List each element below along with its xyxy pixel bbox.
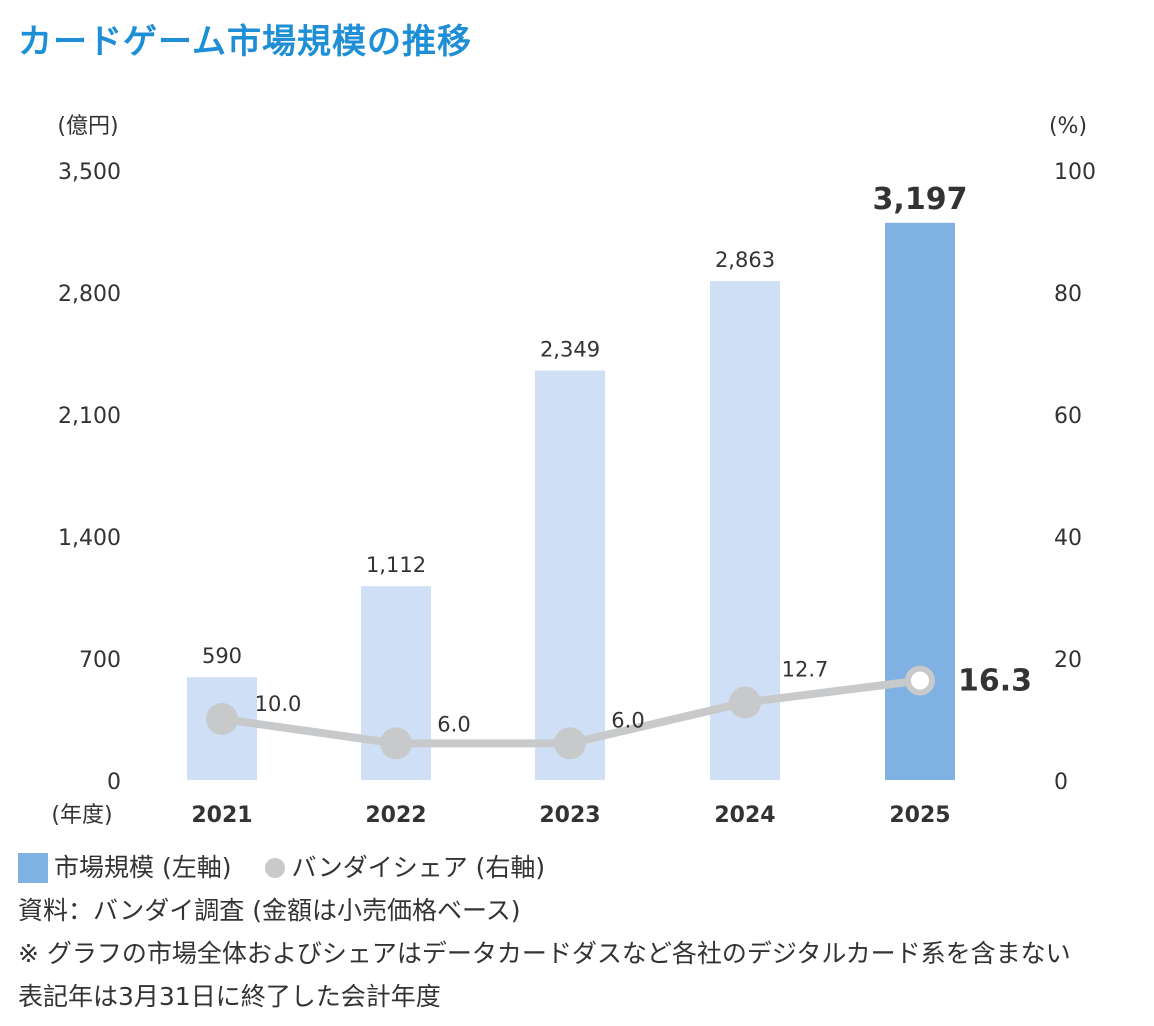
- line-value-label: 10.0: [255, 692, 302, 716]
- x-tick-label: 2021: [191, 803, 252, 828]
- bar-value-label: 1,112: [366, 553, 426, 577]
- bar-value-label: 590: [202, 644, 242, 668]
- bar-value-label: 2,349: [540, 338, 600, 362]
- bar-value-label: 3,197: [873, 182, 968, 217]
- legend: 市場規模 (左軸) バンダイシェア (右軸): [18, 846, 1071, 889]
- line-value-label: 6.0: [437, 712, 470, 736]
- line-value-label: 16.3: [958, 664, 1032, 699]
- line-point: [905, 665, 935, 696]
- line-point: [554, 727, 586, 760]
- left-tick-label: 700: [79, 648, 121, 673]
- bar-2023: [535, 370, 605, 780]
- right-tick-label: 60: [1054, 404, 1082, 429]
- right-tick-label: 80: [1054, 282, 1082, 307]
- left-tick-label: 2,800: [58, 282, 121, 307]
- x-tick-label: 2025: [889, 803, 950, 828]
- source-note: 資料：バンダイ調査 (金額は小売価格ベース): [18, 896, 521, 925]
- right-axis-unit: (%): [1049, 114, 1087, 139]
- line-layer: [206, 665, 935, 760]
- line-value-label: 12.7: [782, 658, 829, 682]
- legend-line-label: バンダイシェア (右軸): [291, 853, 546, 882]
- axes-layer: (億円) (%) (年度) 0 700 1,400 2,100 2,800 3,500 0 20 40…: [51, 114, 1096, 828]
- left-axis-unit: (億円): [57, 114, 118, 139]
- legend-bar-swatch: [18, 852, 48, 883]
- x-axis-unit: (年度): [51, 803, 112, 828]
- exclusion-note: ※ グラフの市場全体およびシェアはデータカードダスなど各社のデジタルカード系を含…: [18, 939, 1071, 968]
- bar-2025: [885, 222, 955, 780]
- x-tick-label: 2024: [714, 803, 775, 828]
- right-tick-label: 100: [1054, 160, 1096, 185]
- chart-title: カードゲーム市場規模の推移: [18, 22, 472, 62]
- left-tick-label: 3,500: [58, 160, 121, 185]
- left-tick-label: 0: [107, 770, 121, 795]
- right-tick-label: 0: [1054, 770, 1068, 795]
- x-tick-label: 2023: [539, 803, 600, 828]
- bar-value-label: 2,863: [715, 248, 775, 272]
- chart-footer: 市場規模 (左軸) バンダイシェア (右軸) 資料：バンダイ調査 (金額は小売価…: [18, 846, 1071, 1018]
- combo-chart: (億円) (%) (年度) 0 700 1,400 2,100 2,800 3,500 0 20 40…: [51, 114, 1096, 828]
- fiscal-year-note: 表記年は3月31日に終了した会計年度: [18, 982, 441, 1011]
- labels-layer: 590 2021 1,112 2022 2,349 2023 2,863 2024 3,197 2…: [191, 182, 1032, 828]
- left-tick-label: 1,400: [58, 526, 121, 551]
- line-point: [206, 703, 238, 735]
- bars-layer: [187, 222, 955, 780]
- right-tick-label: 20: [1054, 648, 1082, 673]
- line-point: [729, 686, 761, 719]
- right-tick-label: 40: [1054, 526, 1082, 551]
- line-value-label: 6.0: [611, 708, 644, 732]
- legend-line-swatch: [265, 857, 286, 878]
- line-point: [380, 727, 412, 760]
- legend-bar-label: 市場規模 (左軸): [54, 853, 232, 882]
- x-tick-label: 2022: [365, 803, 426, 828]
- left-tick-label: 2,100: [58, 404, 121, 429]
